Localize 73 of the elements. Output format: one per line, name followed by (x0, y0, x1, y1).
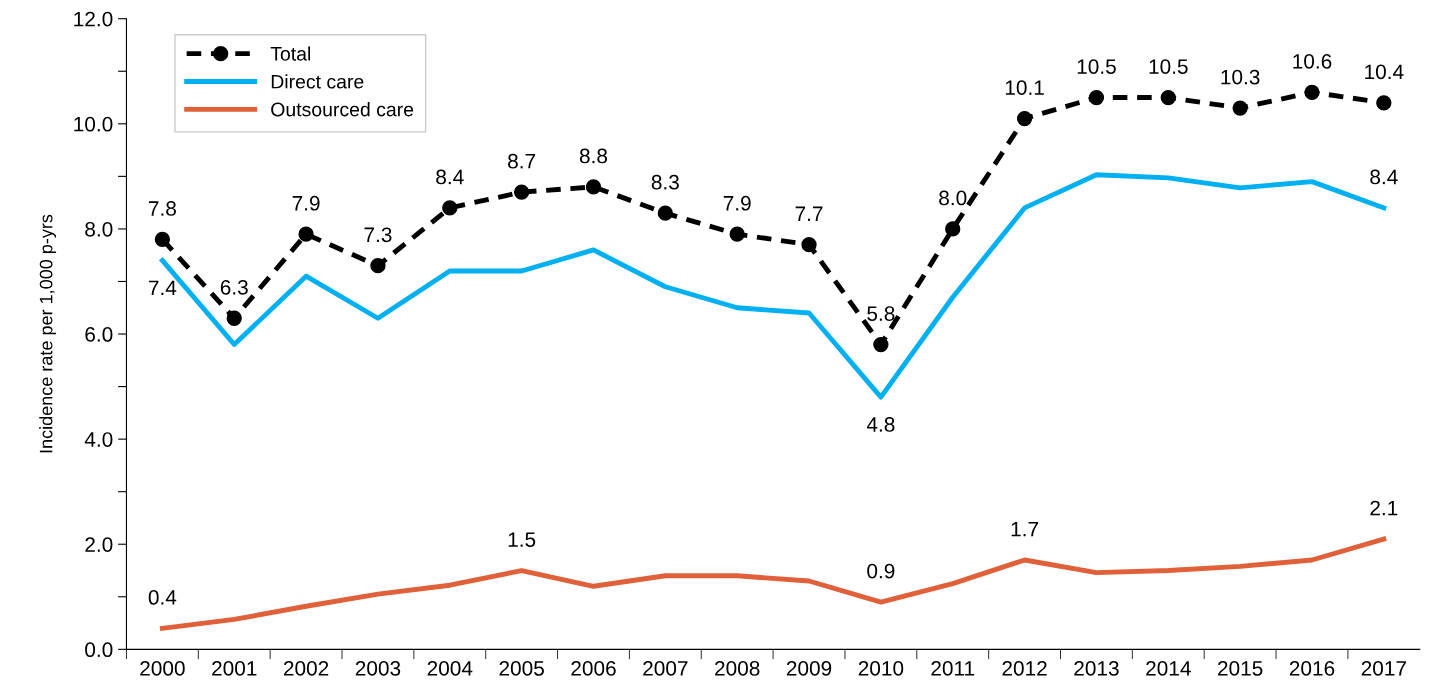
point (442, 200, 458, 216)
data-label: 8.8 (579, 148, 608, 164)
legend-label: Direct care (271, 74, 364, 89)
data-label: 7.9 (723, 195, 751, 211)
point (729, 226, 745, 242)
point (657, 205, 673, 221)
point (298, 226, 314, 242)
data-label: 0.9 (867, 563, 895, 579)
x-tick-label: 2017 (1361, 661, 1406, 676)
data-label: 10.1 (1005, 80, 1044, 95)
x-tick-label: 2005 (499, 661, 544, 676)
x-tick-label: 2012 (1002, 661, 1047, 676)
data-label: 0.4 (148, 590, 177, 605)
x-tick-label: 2004 (427, 661, 473, 676)
x-tick-label: 2003 (355, 661, 401, 676)
y-tick-label: 2.0 (85, 537, 113, 552)
data-label: 2.1 (1370, 500, 1398, 516)
x-tick-label: 2006 (571, 661, 616, 676)
point (370, 258, 386, 274)
data-label: 10.6 (1293, 53, 1332, 69)
x-tick-label: 2014 (1146, 661, 1191, 676)
x-tick-label: 2009 (786, 661, 832, 676)
point (945, 221, 961, 237)
data-label: 10.5 (1077, 59, 1116, 74)
data-label: 8.0 (939, 190, 967, 206)
point (513, 184, 530, 200)
x-tick-label: 2015 (1218, 661, 1263, 676)
y-tick-label: 10.0 (74, 116, 113, 132)
point (1088, 89, 1105, 106)
data-label: 1.7 (1011, 521, 1039, 537)
data-label: 6.3 (220, 279, 248, 295)
point (154, 231, 171, 248)
legend-label: Total (270, 46, 311, 61)
point (1160, 89, 1176, 106)
x-tick-label: 2011 (931, 661, 975, 676)
point (801, 237, 817, 253)
data-label: 8.4 (1370, 169, 1398, 185)
point (1232, 100, 1248, 116)
data-label: 8.4 (436, 169, 464, 185)
y-tick-label: 0.0 (85, 642, 113, 658)
y-axis-title: Incidence rate per 1,000 p-yrs (39, 214, 57, 453)
y-tick-label: 8.0 (85, 221, 113, 237)
legend-label: Outsourced care (271, 102, 414, 117)
data-label: 10.4 (1365, 64, 1404, 80)
x-tick-label: 2016 (1289, 661, 1335, 676)
data-label: 7.7 (795, 206, 823, 221)
point (226, 310, 242, 326)
data-label: 10.5 (1149, 59, 1188, 74)
x-tick-label: 2008 (715, 661, 760, 676)
y-tick-label: 6.0 (85, 327, 113, 342)
point (1304, 84, 1320, 100)
data-label: 4.8 (866, 417, 895, 432)
y-tick-label: 4.0 (84, 432, 113, 447)
x-tick-label: 2001 (212, 661, 257, 676)
data-label: 8.7 (508, 153, 536, 169)
data-label: 10.3 (1221, 69, 1260, 85)
x-tick-label: 2000 (140, 661, 185, 676)
data-label: 7.4 (148, 280, 177, 295)
point (585, 179, 602, 195)
data-label: 1.5 (508, 532, 536, 547)
x-tick-label: 2007 (643, 661, 688, 676)
point (873, 336, 889, 353)
y-tick-label: 12.0 (74, 11, 113, 27)
point (1016, 110, 1033, 127)
point (1376, 95, 1392, 111)
data-label: 7.9 (292, 195, 320, 211)
data-label: 7.3 (364, 227, 392, 243)
data-label: 7.8 (148, 201, 176, 216)
x-tick-label: 2010 (858, 661, 904, 676)
x-tick-label: 2002 (283, 661, 329, 676)
data-label: 8.3 (651, 174, 679, 190)
x-tick-label: 2013 (1074, 661, 1119, 676)
data-label: 5.8 (867, 306, 895, 321)
